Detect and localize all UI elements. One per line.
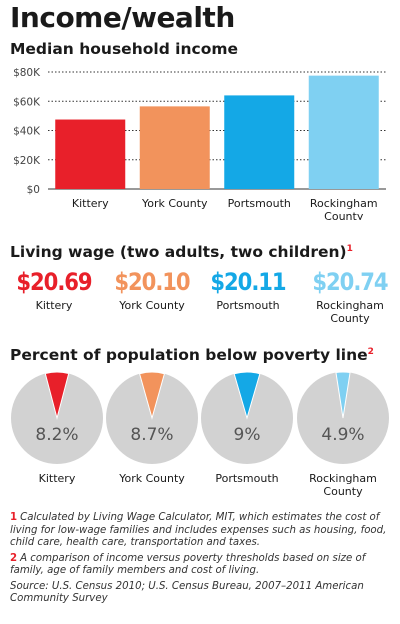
pie-category-label: Rockingham: [309, 472, 377, 485]
living-wage-portsmouth: $20.11 Portsmouth: [200, 268, 296, 312]
pie-slice-portsmouth: [233, 371, 261, 420]
poverty-pie-charts: 8.2% Kittery 8.7% York County 9% Portsmouth 4.…: [11, 371, 389, 498]
living-wage-label: Kittery: [35, 299, 73, 312]
pie-category-label: Kittery: [39, 472, 76, 485]
pie-value-label: 8.7%: [130, 425, 173, 445]
footnotes: 1 Calculated by Living Wage Calculator, M…: [10, 512, 394, 609]
living-wage-value: $20.10: [114, 268, 190, 296]
footnote-1: 1 Calculated by Living Wage Calculator, M…: [10, 512, 387, 548]
pie-category-label: County: [323, 485, 363, 498]
living-wage-york-county: $20.10 York County: [104, 268, 200, 312]
x-tick-label: Kittery: [72, 197, 109, 210]
living-wage-label: Rockingham County: [316, 299, 384, 325]
income-heading: Median household income: [10, 40, 239, 58]
bar-kittery: [55, 119, 126, 189]
living-wage-value: $20.69: [16, 268, 92, 296]
y-tick-label: $0: [27, 184, 40, 196]
living-wage-value: $20.74: [312, 268, 388, 296]
living-wage-rockingham-county: $20.74 Rockingham County: [298, 268, 400, 325]
bar-rockingham-county: [308, 75, 379, 189]
pie-slice-kittery: [44, 371, 70, 420]
living-wage-row: $20.69 Kittery $20.10 York County $20.11…: [0, 268, 400, 332]
x-tick-label: County: [324, 210, 364, 220]
x-tick-label: York County: [141, 197, 208, 210]
living-wage-value: $20.11: [210, 268, 286, 296]
pie-category-label: York County: [118, 472, 185, 485]
source-note: Source: U.S. Census 2010; U.S. Census Bu…: [10, 580, 364, 605]
living-wage-label: York County: [119, 299, 185, 312]
pie-value-label: 9%: [234, 425, 261, 445]
footnote-mark-2: 2: [367, 347, 374, 357]
bar-york-county: [139, 106, 210, 189]
footnote-mark-1: 1: [346, 244, 353, 254]
living-wage-heading: Living wage (two adults, two children)1: [10, 243, 353, 261]
pie-slice-rockingham-county: [335, 371, 351, 419]
income-bar-chart: $0 $20K $40K $60K $80K Kittery York County Port…: [13, 67, 386, 220]
bar-portsmouth: [224, 95, 295, 189]
living-wage-label: Portsmouth: [216, 299, 280, 312]
living-wage-kittery: $20.69 Kittery: [6, 268, 102, 312]
y-tick-label: $20K: [13, 155, 41, 167]
pie-category-label: Portsmouth: [215, 472, 278, 485]
x-tick-label: Rockingham: [310, 197, 378, 210]
x-tick-label: Portsmouth: [228, 197, 291, 210]
y-tick-label: $40K: [13, 126, 41, 138]
y-tick-label: $80K: [13, 67, 41, 79]
pie-slice-york-county: [138, 371, 166, 420]
y-tick-label: $60K: [13, 96, 41, 108]
pie-value-label: 4.9%: [321, 425, 364, 445]
pie-value-label: 8.2%: [35, 425, 78, 445]
poverty-heading: Percent of population below poverty line…: [10, 346, 374, 364]
page-title: Income/wealth: [10, 1, 235, 34]
